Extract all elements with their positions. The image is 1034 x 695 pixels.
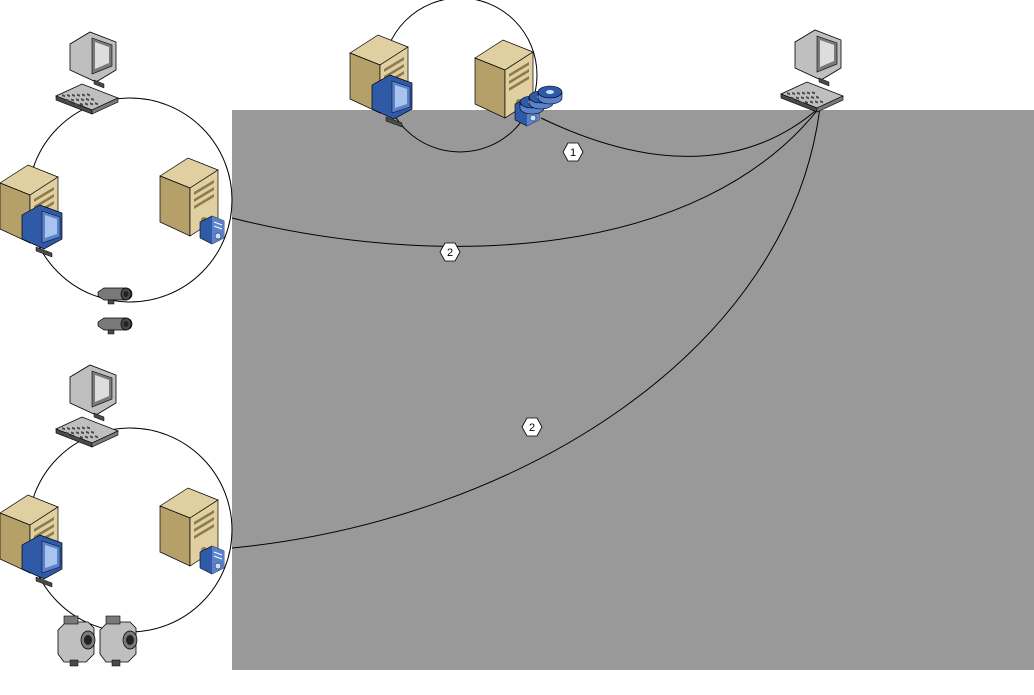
module-icon	[200, 216, 224, 244]
keyboard-icon	[781, 82, 843, 112]
connection-label-text: 2	[447, 247, 453, 259]
connection-label-text: 2	[529, 422, 535, 434]
workstation-top-left	[56, 32, 118, 114]
crt-monitor-icon	[22, 535, 62, 587]
disk-icon	[538, 86, 562, 104]
crt-monitor-icon	[22, 205, 62, 257]
camera-big-2	[100, 616, 137, 666]
server-module-midleft	[160, 158, 224, 244]
camera-big-1	[58, 616, 95, 666]
camera-small-2	[98, 318, 132, 334]
module-icon	[200, 546, 224, 574]
keyboard-icon	[56, 417, 118, 447]
console	[781, 30, 843, 112]
workstation-bot-left	[56, 365, 118, 447]
server-crt-botleft	[0, 495, 62, 587]
server-module-botleft	[160, 488, 224, 574]
server-crt-midleft	[0, 165, 62, 257]
keyboard-icon	[56, 84, 118, 114]
connection-label-text: 1	[570, 147, 576, 159]
background-panel	[232, 110, 1034, 670]
